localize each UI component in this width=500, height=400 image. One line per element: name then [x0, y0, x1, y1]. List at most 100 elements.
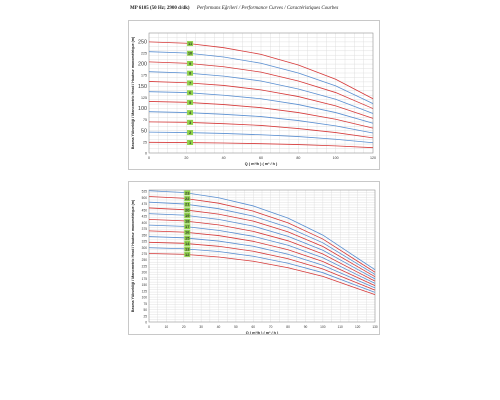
stage-18-label-bg [184, 218, 191, 224]
stage-17-label-bg [184, 224, 191, 230]
x-tick-label: 30 [199, 325, 203, 329]
y-tick-label: 325 [142, 240, 148, 244]
stage-19-label: 19 [185, 213, 190, 218]
y-tick-label: 0 [145, 321, 147, 325]
performance-chart-2: 0 10 20 30 40 50 60 70 80 90 100 110 120 130 0 25 50 75 10… [128, 181, 380, 335]
stage-16-label: 16 [185, 230, 190, 235]
x-tick-label: 70 [269, 325, 273, 329]
x-tick-label: 80 [296, 156, 300, 160]
stage-11-label-bg [187, 41, 194, 47]
stage-4-label-bg [187, 110, 194, 116]
x-axis-label: Q ( m³/h ) ( m³ / h ) [246, 331, 279, 334]
pump-model-title: MP 6105 (50 Hz; 2900 d/dk) [130, 6, 190, 11]
y-tick-label: 375 [142, 227, 148, 231]
stage-20-label-bg [184, 207, 191, 213]
stage-2-label: 2 [189, 130, 192, 135]
stage-12-label-bg [184, 251, 191, 257]
stage-7-curve [148, 81, 374, 119]
stage-6-label-bg [187, 90, 194, 96]
chart-2-plot-frame [148, 189, 376, 323]
stage-10-label: 10 [188, 51, 193, 56]
x-axis-label: Q ( m³/h ) ( m³ / h ) [245, 162, 278, 166]
stage-10-label-bg [187, 50, 194, 56]
x-tick-label: 40 [222, 156, 226, 160]
y-tick-label: 250 [138, 39, 147, 45]
performance-curves-subtitle: Performans Eğrileri / Performance Curves… [196, 6, 339, 11]
stage-1-curve [148, 141, 374, 149]
y-tick-label: 500 [142, 196, 148, 200]
stage-15-label: 15 [185, 235, 190, 240]
stage-23-label-bg [184, 190, 191, 196]
y-tick-label: 425 [142, 215, 148, 219]
y-tick-label: 50 [143, 308, 147, 312]
stage-22-label-bg [184, 196, 191, 202]
stage-9-label-bg [187, 60, 194, 66]
y-tick-label: 75 [143, 118, 147, 122]
stage-4-curve [148, 111, 374, 134]
x-tick-label: 20 [184, 156, 188, 160]
y-tick-label: 175 [142, 277, 148, 281]
stage-11-curve [148, 41, 374, 100]
x-tick-label: 80 [286, 325, 290, 329]
x-tick-label: 120 [370, 156, 376, 160]
y-tick-label: 25 [143, 140, 147, 144]
stage-5-label: 5 [189, 100, 192, 105]
y-tick-label: 50 [141, 128, 147, 134]
chart-1-svg: 0 20 40 60 80 100 1200255075100125150175200225… [131, 32, 376, 166]
performance-chart-1: 0 20 40 60 80 100 120 0 25 50 75 100 125 150 175 200 225… [128, 20, 380, 170]
chart-1-plot-frame [148, 32, 374, 154]
stage-4-label: 4 [189, 110, 192, 115]
stage-5-label-bg [187, 99, 194, 105]
stage-3-curve [148, 121, 374, 139]
y-tick-label: 150 [142, 283, 148, 287]
x-tick-label: 100 [320, 325, 326, 329]
stage-7-label-bg [187, 80, 194, 86]
chart-2-svg: 0 10 20 30 40 50 60 70 80 90 100 110 120 130 0 25 50 75 10… [131, 189, 378, 334]
x-tick-label: 60 [252, 325, 256, 329]
y-tick-label: 200 [142, 271, 148, 275]
stage-22-label: 22 [185, 196, 190, 201]
stage-20-label: 20 [185, 207, 190, 212]
stage-1-label-bg [187, 140, 194, 145]
y-tick-label: 0 [145, 152, 147, 156]
y-tick-label: 275 [142, 252, 148, 256]
y-tick-label: 475 [142, 202, 148, 206]
stage-12-label: 12 [185, 252, 190, 257]
y-tick-label: 225 [141, 52, 147, 56]
x-tick-label: 20 [182, 325, 186, 329]
y-tick-label: 450 [142, 208, 148, 212]
stage-2-label-bg [187, 130, 194, 136]
x-tick-label: 120 [355, 325, 361, 329]
stage-6-curve [148, 91, 374, 124]
x-tick-label: 60 [259, 156, 263, 160]
stage-18-label: 18 [185, 219, 190, 224]
y-tick-label: 225 [142, 264, 148, 268]
stage-21-label: 21 [185, 202, 190, 207]
y-tick-label: 100 [138, 106, 147, 112]
x-tick-label: 50 [234, 325, 238, 329]
stage-10-curve [148, 51, 374, 105]
x-tick-label: 10 [165, 325, 169, 329]
stage-8-label-bg [187, 70, 194, 76]
stage-7-label: 7 [189, 80, 192, 85]
x-tick-label: 110 [338, 325, 343, 329]
stage-9-curve [148, 61, 374, 109]
stage-23-label: 23 [185, 190, 190, 195]
y-tick-label: 175 [141, 74, 147, 78]
y-tick-label: 25 [143, 314, 147, 318]
stage-13-label: 13 [185, 246, 190, 251]
stage-15-label-bg [184, 235, 191, 241]
y-tick-label: 150 [138, 84, 147, 90]
stage-5-curve [148, 101, 374, 129]
stage-16-label-bg [184, 229, 191, 235]
stage-14-label: 14 [185, 241, 190, 246]
y-axis-label: Basma Yüksekliği / Manometric Head / Hau… [131, 199, 135, 312]
x-tick-label: 40 [217, 325, 221, 329]
y-tick-label: 300 [142, 246, 148, 250]
y-axis-label: Basma Yüksekliği / Manometric Head / Hau… [131, 36, 135, 149]
stage-9-label: 9 [189, 61, 192, 66]
y-tick-label: 400 [142, 221, 148, 225]
x-tick-label: 90 [304, 325, 308, 329]
y-tick-label: 100 [142, 296, 148, 300]
stage-6-label: 6 [189, 90, 192, 95]
